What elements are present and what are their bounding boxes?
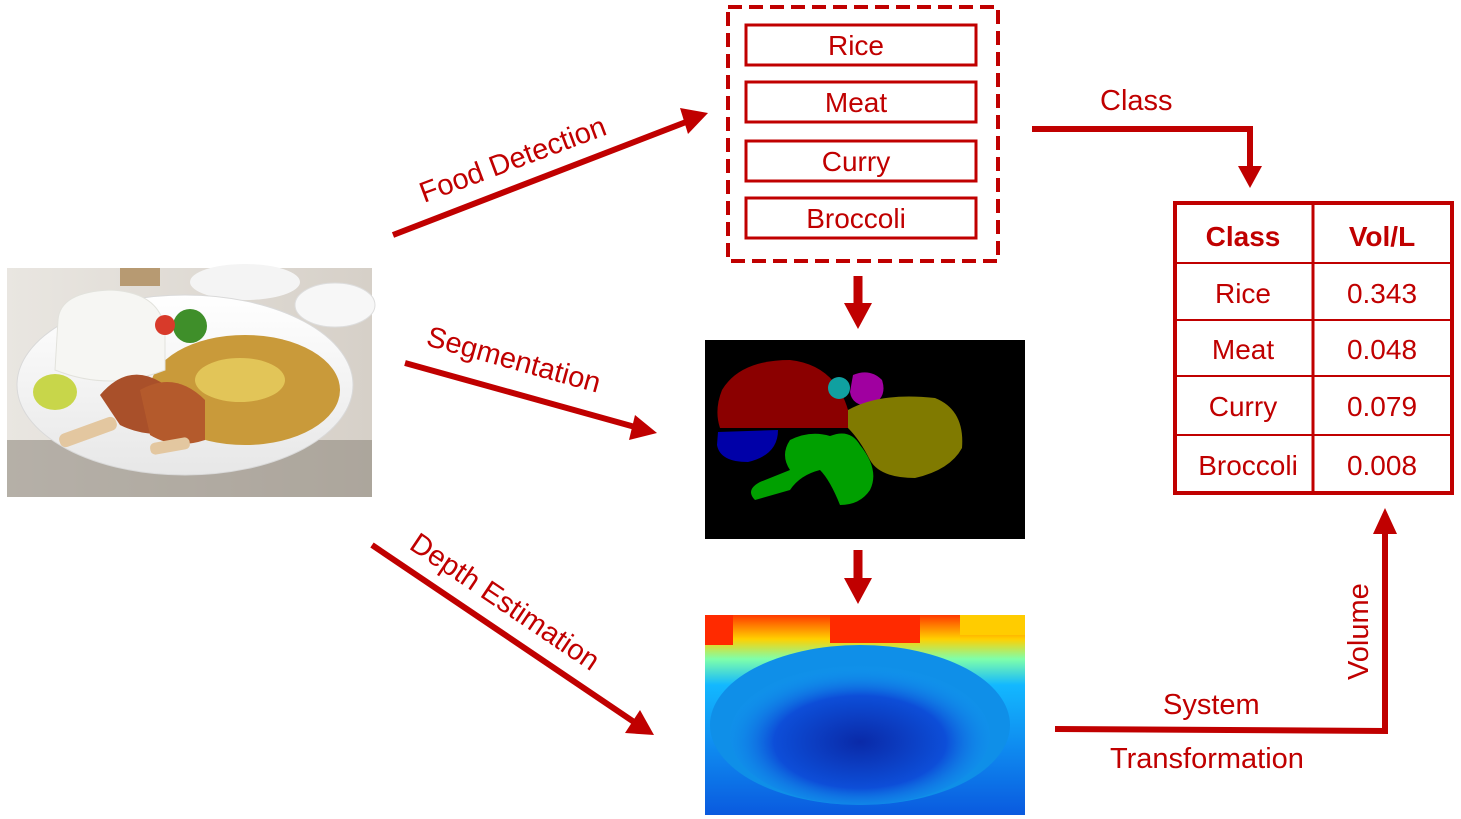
- detection-box-meat: [744, 80, 978, 124]
- depth-hot-center: [830, 615, 920, 643]
- detection-box-rice: [744, 23, 978, 67]
- label-segmentation: Segmentation: [423, 321, 604, 400]
- photo-meat-2: [140, 382, 205, 444]
- depth-map: [705, 615, 1025, 815]
- label-system: System: [1163, 689, 1260, 721]
- arrow-volume-line: [1054, 532, 1388, 735]
- label-depth-estimation: Depth Estimation: [404, 527, 605, 677]
- arrow-food-detection-head: [680, 108, 708, 134]
- photo-napkin: [120, 268, 160, 286]
- photo-saucer: [294, 282, 376, 328]
- photo-broccoli: [173, 309, 207, 343]
- arrow-depth-line: [370, 542, 636, 725]
- arrow-segmentation-head: [629, 415, 657, 440]
- label-volume: Volume: [1343, 583, 1375, 680]
- photo-lime: [33, 374, 77, 410]
- segment-meat: [751, 433, 874, 505]
- arrow-food-detection-line: [391, 119, 688, 238]
- table-header-volume: Vol/L: [1349, 221, 1415, 252]
- photo-rice: [54, 289, 166, 382]
- table-cell-class: Meat: [1212, 334, 1274, 365]
- arrow-class-line: [1032, 126, 1253, 170]
- volume-table: Class Vol/L Rice 0.343 Meat 0.048 Curry …: [1173, 201, 1454, 495]
- table-header-class: Class: [1206, 221, 1281, 252]
- detection-label-curry: Curry: [822, 146, 890, 177]
- label-transformation: Transformation: [1110, 743, 1304, 775]
- depth-food: [730, 665, 990, 805]
- label-class: Class: [1100, 85, 1173, 117]
- segment-curry: [848, 396, 963, 478]
- photo-tomato: [155, 315, 175, 335]
- segmentation-mask: [705, 340, 1025, 539]
- photo-onions: [195, 358, 285, 402]
- detection-label-meat: Meat: [825, 87, 887, 118]
- table-cell-volume: 0.079: [1347, 391, 1417, 422]
- arrow-class-head: [1238, 166, 1262, 188]
- table-cell-volume: 0.008: [1347, 450, 1417, 481]
- photo-bone-2: [150, 437, 190, 455]
- table-cell-class: Broccoli: [1198, 450, 1298, 481]
- detection-label-rice: Rice: [828, 30, 884, 61]
- arrows: [370, 108, 1397, 735]
- detection-group: Rice Meat Curry Broccoli: [726, 5, 1000, 263]
- arrow-volume-head: [1373, 508, 1397, 534]
- photo-bowl: [190, 264, 300, 300]
- depth-hot-left: [705, 615, 733, 645]
- detection-label-broccoli: Broccoli: [806, 203, 906, 234]
- depth-warm-right: [960, 615, 1025, 635]
- arrow-detect-to-seg-head: [844, 303, 872, 329]
- segment-small-cyan: [828, 377, 850, 399]
- table-cell-class: Rice: [1215, 278, 1271, 309]
- photo-bone-1: [59, 416, 117, 448]
- table-cell-volume: 0.048: [1347, 334, 1417, 365]
- detection-dashed-box: [726, 5, 1000, 263]
- table-cell-class: Curry: [1209, 391, 1277, 422]
- detection-box-curry: [744, 139, 978, 183]
- table-cell-volume: 0.343: [1347, 278, 1417, 309]
- segment-lime: [717, 430, 778, 462]
- arrow-seg-to-depth-head: [844, 578, 872, 604]
- food-photo: [7, 264, 376, 497]
- segment-rice: [717, 360, 848, 428]
- arrow-segmentation-line: [404, 360, 636, 430]
- arrow-depth-head: [625, 710, 654, 735]
- detection-box-broccoli: [744, 196, 978, 240]
- segment-tomato: [850, 372, 884, 406]
